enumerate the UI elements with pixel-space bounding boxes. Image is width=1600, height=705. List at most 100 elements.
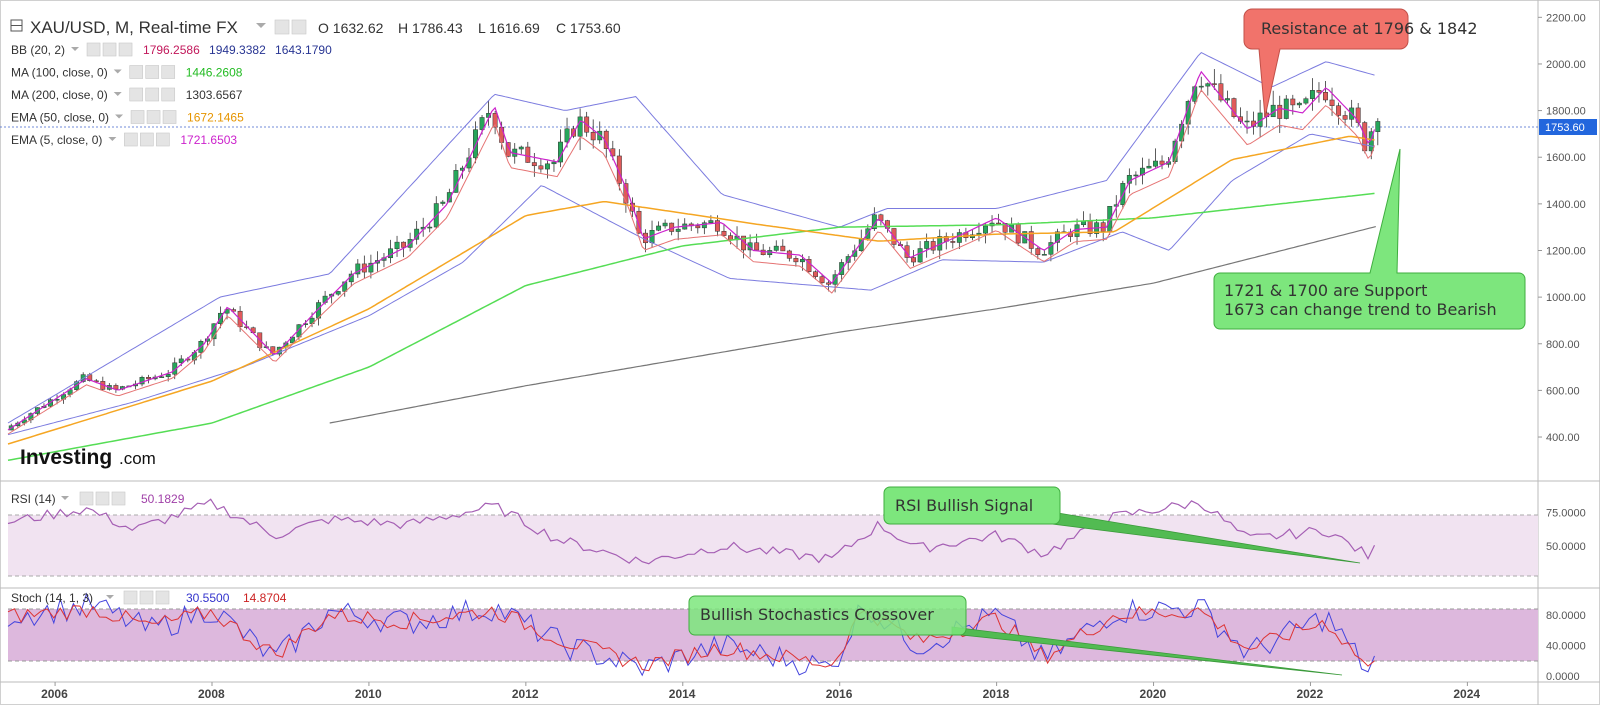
rsi-line [7, 498, 1376, 565]
rsi-eye-icon[interactable] [79, 491, 94, 506]
candle-body [505, 142, 511, 157]
candle-body [714, 220, 720, 232]
rsi-gear-icon[interactable] [95, 491, 110, 506]
indicator-gear-icon[interactable] [102, 42, 117, 57]
candle-body [159, 376, 165, 378]
indicator-gear-icon[interactable] [145, 87, 160, 102]
ema20-line [7, 89, 1375, 435]
candle-body [564, 128, 570, 143]
candle-body [845, 256, 851, 263]
candle-body [819, 276, 825, 284]
candle-body [551, 161, 557, 165]
indicator-dropdown-icon[interactable] [115, 114, 124, 119]
price-tick-label: 800.00 [1546, 339, 1580, 351]
candle-body [1296, 102, 1302, 106]
candle-body [911, 257, 917, 263]
ohlc-low: L 1616.69 [478, 20, 540, 36]
candle-body [1048, 242, 1054, 255]
ohlc-open: O 1632.62 [318, 20, 384, 36]
candle-body [440, 201, 446, 204]
indicator-dropdown-icon[interactable] [108, 137, 117, 141]
candle-body [1198, 85, 1204, 88]
indicator-dropdown-icon[interactable] [71, 47, 80, 51]
candle-body [656, 225, 662, 231]
indicator-close-icon[interactable] [118, 42, 133, 57]
time-tick-label: 2018 [983, 687, 1010, 701]
time-tick-label: 2014 [669, 687, 696, 701]
candle-body [518, 146, 524, 150]
candle-body [1244, 120, 1250, 123]
stoch-dropdown-icon[interactable] [106, 595, 114, 599]
gear-icon[interactable] [291, 19, 307, 35]
indicator-eye-icon[interactable] [129, 65, 144, 79]
candle-body [335, 291, 341, 295]
candle-body [806, 259, 812, 272]
indicator-label: EMA (50, close, 0) [11, 111, 109, 125]
candle-body [1074, 224, 1080, 237]
candle-body [544, 163, 550, 170]
indicator-eye-icon[interactable] [129, 87, 144, 102]
indicator-gear-icon[interactable] [140, 132, 154, 147]
candle-body [1329, 99, 1335, 106]
candle-body [394, 241, 400, 249]
stoch-eye-icon[interactable] [123, 590, 138, 605]
indicator-row: EMA (50, close, 0) 1672.1465 [11, 110, 244, 125]
candle-body [813, 271, 818, 277]
rsi-dropdown-icon[interactable] [61, 496, 69, 500]
indicator-eye-icon[interactable] [130, 110, 145, 124]
indicator-legend: BB (20, 2) 1796.2586 1949.3382 1643.1790 MA … [11, 42, 332, 147]
indicator-close-icon[interactable] [156, 132, 170, 147]
indicator-eye-icon[interactable] [86, 42, 101, 57]
candle-body [930, 241, 936, 251]
candle-body [773, 245, 779, 251]
stoch-tick-label: 0.0000 [1546, 671, 1580, 683]
indicator-value: 1446.2608 [186, 66, 243, 80]
candle-body [1316, 90, 1322, 93]
candle-body [793, 258, 799, 263]
candle-body [1375, 121, 1381, 132]
time-tick-label: 2022 [1296, 687, 1323, 701]
candle-body [917, 248, 923, 263]
rsi-close-icon[interactable] [111, 491, 126, 506]
indicator-gear-icon[interactable] [145, 65, 160, 79]
indicator-dropdown-icon[interactable] [113, 92, 122, 96]
ohlc-close: C 1753.60 [556, 20, 621, 36]
candle-body [826, 282, 832, 285]
indicator-close-icon[interactable] [161, 65, 176, 79]
stoch-gear-icon[interactable] [139, 590, 154, 605]
candle-body [1342, 115, 1348, 120]
symbol-dropdown-icon[interactable] [256, 23, 266, 28]
support-callout: 1721 & 1700 are Support 1673 can change … [1213, 148, 1526, 330]
eye-icon[interactable] [274, 19, 290, 35]
indicator-label: BB (20, 2) [11, 43, 65, 57]
indicator-close-icon[interactable] [161, 87, 176, 102]
candle-body [675, 228, 681, 232]
indicator-close-icon[interactable] [162, 110, 177, 124]
candle-body [1238, 116, 1243, 122]
time-axis: 2006 2008 2010 2012 2014 2016 2018 2020 2022 2024 [41, 682, 1480, 701]
bb-upper-line [7, 51, 1375, 424]
candle-body [1211, 83, 1217, 85]
stoch-close-icon[interactable] [155, 590, 170, 605]
indicator-row: MA (100, close, 0) 1446.2608 [11, 65, 243, 80]
candle-body [1133, 174, 1139, 177]
candle-body [708, 220, 714, 223]
indicator-gear-icon[interactable] [146, 110, 161, 124]
candle-body [446, 192, 452, 203]
indicator-eye-icon[interactable] [124, 132, 138, 147]
rsi-band [8, 515, 1538, 576]
indicator-dropdown-icon[interactable] [113, 69, 122, 74]
svg-text:Investing: Investing [20, 446, 112, 469]
candle-body [662, 222, 668, 227]
candle-body [996, 222, 1002, 225]
candle-body [924, 241, 930, 249]
price-tag-value: 1753.60 [1545, 122, 1585, 134]
time-tick-label: 2008 [198, 687, 225, 701]
candle-body [1159, 160, 1165, 165]
candle-body [1205, 83, 1211, 87]
candle-body [1323, 92, 1328, 101]
candle-body [1113, 204, 1119, 207]
candle-body [1153, 160, 1158, 167]
rsi-callout: RSI Bullish Signal [883, 486, 1361, 564]
